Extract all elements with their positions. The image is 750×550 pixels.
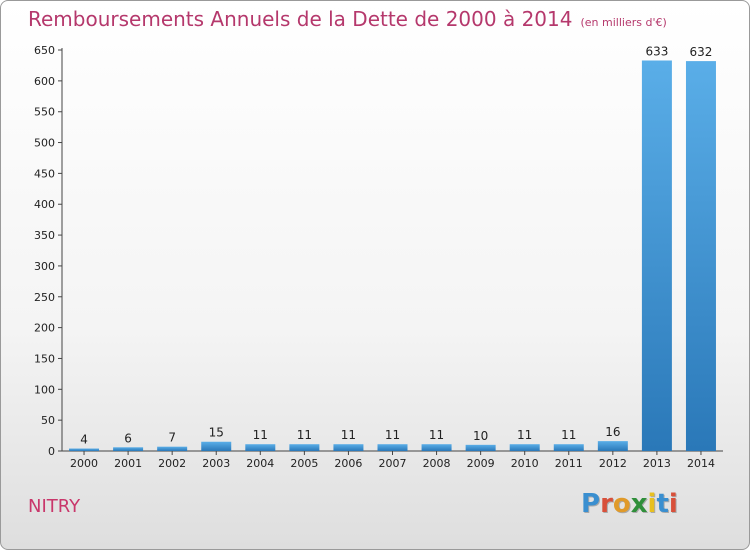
bar-value-label: 7 [168,431,176,445]
chart-subtitle: (en milliers d'€) [580,16,667,29]
x-tick-label: 2003 [202,457,230,470]
bar-value-label: 11 [561,428,576,442]
x-tick-label: 2002 [158,457,186,470]
y-tick-label: 650 [34,44,55,57]
bar-value-label: 633 [645,44,668,58]
bar-2012 [597,441,628,451]
y-tick-label: 300 [34,260,55,273]
y-tick-label: 450 [34,167,55,180]
bar-2009 [465,444,496,451]
bar-2006 [333,444,364,451]
bar-2011 [553,444,584,451]
logo-letter: P [581,489,601,519]
y-tick-label: 200 [34,322,55,335]
y-tick-label: 250 [34,291,55,304]
bar-2010 [509,444,540,451]
y-tick-label: 500 [34,137,55,150]
x-tick-label: 2013 [643,457,671,470]
bar-2013 [641,60,672,451]
bar-2003 [201,441,232,451]
bar-2014 [685,61,716,451]
bar-value-label: 11 [341,428,356,442]
x-tick-label: 2004 [246,457,274,470]
bar-2005 [289,444,320,451]
bar-2007 [377,444,408,451]
bar-value-label: 11 [385,428,400,442]
chart-title: Remboursements Annuels de la Dette de 20… [28,7,667,31]
bar-2004 [245,444,276,451]
bar-value-label: 4 [80,433,88,447]
logo-letter: i [647,489,657,519]
logo-letter: t [656,489,669,519]
town-name: NITRY [28,496,81,517]
bar-value-label: 632 [690,45,713,59]
y-tick-label: 350 [34,229,55,242]
bar-value-label: 11 [297,428,312,442]
bars: 4 6 7 15 11 11 11 11 11 10 11 11 16 633 632 [69,44,716,451]
logo-letter: o [612,489,631,519]
bar-value-label: 15 [209,426,224,440]
x-tick-label: 2000 [70,457,98,470]
bar-value-label: 11 [253,428,268,442]
bar-2001 [113,447,144,451]
proxiti-logo[interactable]: Proxiti [581,489,678,519]
y-tick-label: 0 [48,445,55,458]
bar-2002 [157,446,188,451]
bar-value-label: 16 [605,425,620,439]
bar-value-label: 10 [473,429,488,443]
bar-chart: 0 50 100 150 200 250 300 350 400 450 500 550 600 650 2… [34,44,723,470]
y-tick-label: 50 [41,414,55,427]
y-tick-label: 100 [34,383,55,396]
y-tick-label: 550 [34,106,55,119]
x-tick-label: 2014 [687,457,715,470]
logo-letter: x [630,489,648,519]
chart-title-text: Remboursements Annuels de la Dette de 20… [28,7,573,31]
x-tick-label: 2005 [290,457,318,470]
bar-value-label: 11 [517,428,532,442]
logo-letter: i [668,489,678,519]
y-tick-label: 400 [34,198,55,211]
bar-value-label: 6 [124,431,132,445]
axes: 0 50 100 150 200 250 300 350 400 450 500 550 600 650 2… [34,44,723,470]
bar-2008 [421,444,452,451]
bar-2000 [69,448,100,451]
x-tick-label: 2011 [555,457,583,470]
x-tick-label: 2008 [423,457,451,470]
x-tick-label: 2009 [467,457,495,470]
y-tick-label: 150 [34,352,55,365]
x-tick-label: 2006 [334,457,362,470]
y-tick-label: 600 [34,75,55,88]
x-tick-label: 2001 [114,457,142,470]
bar-value-label: 11 [429,428,444,442]
logo-letter: r [600,489,613,519]
x-tick-label: 2010 [511,457,539,470]
x-tick-label: 2007 [379,457,407,470]
x-tick-label: 2012 [599,457,627,470]
